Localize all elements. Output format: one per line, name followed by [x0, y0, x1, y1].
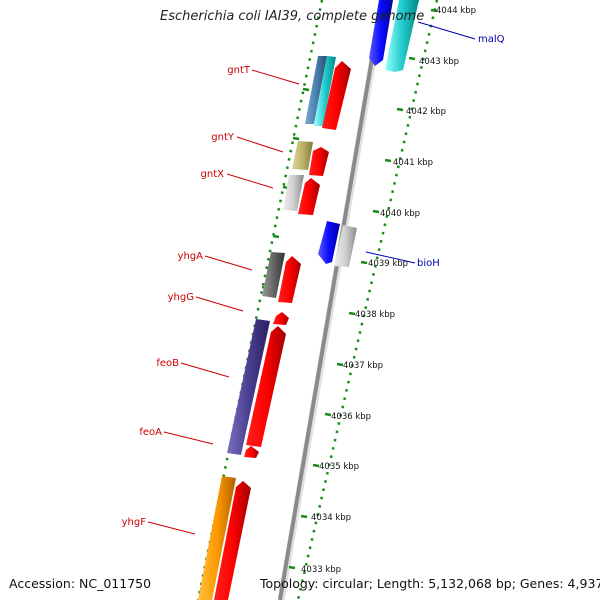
kbp-ticks: [288, 8, 438, 570]
kbp-label: 4038 kbp: [355, 310, 395, 320]
gene-label-yhgF[interactable]: yhgF: [122, 517, 147, 528]
kbp-label: 4044 kbp: [436, 6, 476, 16]
feature-labels: malQ bioH: [417, 34, 505, 269]
malq-feature-blue[interactable]: [369, 0, 393, 66]
right-dotted-line: [296, 0, 439, 600]
bioh-feature-silver[interactable]: [334, 225, 357, 267]
feoB-red-arrow[interactable]: [246, 326, 286, 447]
kbp-label: 4037 kbp: [343, 361, 383, 371]
kbp-label: 4033 kbp: [301, 565, 341, 575]
malq-feature-cyan[interactable]: [385, 0, 419, 72]
kbp-label: 4036 kbp: [331, 412, 371, 422]
kbp-label: 4035 kbp: [319, 462, 359, 472]
gene-label-feoB[interactable]: feoB: [156, 358, 179, 369]
outer-band: [280, 0, 440, 600]
kbp-label: 4041 kbp: [393, 158, 433, 168]
gene-label-gntT[interactable]: gntT: [227, 65, 251, 76]
yhgG-red-arrow[interactable]: [273, 312, 289, 325]
genome-title: Escherichia coli IAI39, complete genome: [160, 9, 425, 24]
gene-labels: gntT gntY gntX yhgA yhgG feoB feoA yhgF: [122, 65, 251, 528]
feature-label-malQ[interactable]: malQ: [478, 34, 505, 45]
yhgF-red-arrow[interactable]: [214, 481, 251, 600]
gntX-red-arrow[interactable]: [298, 178, 320, 215]
yhgF-gene[interactable]: [198, 476, 236, 600]
gene-label-yhgA[interactable]: yhgA: [178, 251, 204, 262]
feoA-red-arrow[interactable]: [244, 446, 259, 458]
genome-summary-text: Topology: circular; Length: 5,132,068 bp…: [260, 576, 600, 591]
feoB-gene[interactable]: [227, 319, 270, 455]
gntT-cyan[interactable]: [314, 56, 336, 126]
accession-text: Accession: NC_011750: [9, 576, 152, 591]
kbp-labels: 4044 kbp 4043 kbp 4042 kbp 4041 kbp 4040…: [301, 6, 476, 575]
backbone-line: [278, 0, 384, 600]
kbp-label: 4040 kbp: [380, 209, 420, 219]
gntY-red-arrow[interactable]: [309, 147, 329, 176]
biohr-feature-blue[interactable]: [318, 221, 340, 264]
gntX-gene[interactable]: [283, 175, 304, 211]
yhgA-red-arrow[interactable]: [278, 256, 301, 303]
gntT-red-arrow[interactable]: [322, 61, 351, 130]
kbp-label: 4034 kbp: [311, 513, 351, 523]
feature-label-bioH[interactable]: bioH: [417, 258, 440, 269]
gntT-gene[interactable]: [305, 56, 327, 124]
kbp-label: 4042 kbp: [406, 107, 446, 117]
kbp-label: 4039 kbp: [368, 259, 408, 269]
feature-leader-lines: [365, 21, 476, 264]
gntY-gene[interactable]: [292, 141, 313, 170]
kbp-label: 4043 kbp: [419, 57, 459, 67]
gene-label-yhgG[interactable]: yhgG: [168, 292, 194, 303]
gene-label-feoA[interactable]: feoA: [139, 427, 162, 438]
gene-label-gntY[interactable]: gntY: [211, 132, 235, 143]
gene-label-gntX[interactable]: gntX: [201, 169, 225, 180]
gene-leader-lines: [147, 69, 300, 535]
yhgA-gene[interactable]: [262, 252, 285, 298]
